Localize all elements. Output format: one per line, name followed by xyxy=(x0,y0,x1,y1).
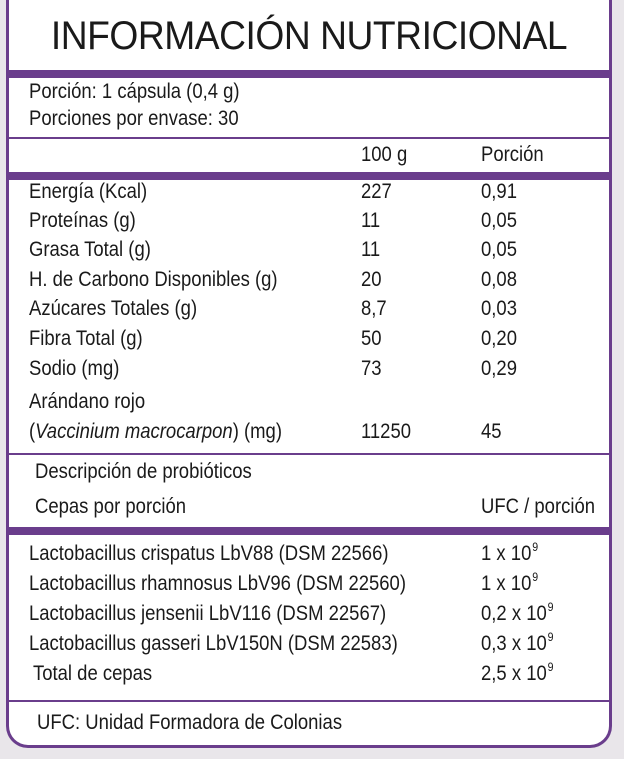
ufc-coef: 0,3 x 10 xyxy=(481,632,547,655)
nutrient-name: Sodio (mg) xyxy=(29,357,120,380)
cranberry-portion: 45 xyxy=(481,420,502,443)
divider xyxy=(9,700,609,702)
ufc-coef: 2,5 x 10 xyxy=(481,662,547,685)
nutrient-name: Fibra Total (g) xyxy=(29,327,143,350)
divider xyxy=(9,70,609,78)
nutrient-portion: 0,05 xyxy=(481,209,517,232)
strain-ufc: 0,3 x 109 xyxy=(481,630,554,656)
probiotics-heading: Descripción de probióticos xyxy=(35,460,252,483)
divider xyxy=(9,453,609,455)
ufc-coef: 1 x 10 xyxy=(481,572,532,595)
ufc-exponent: 9 xyxy=(547,600,554,614)
servings-label: Porciones por envase: xyxy=(29,107,213,130)
nutrient-portion: 0,20 xyxy=(481,327,517,350)
nutrient-per100: 50 xyxy=(361,327,382,350)
cranberry-label: Arándano rojo xyxy=(29,390,146,413)
strain-name: Lactobacillus gasseri LbV150N (DSM 22583… xyxy=(29,632,398,655)
cranberry-species: (Vaccinium macrocarpon) (mg) xyxy=(29,420,282,444)
nutrient-portion: 0,08 xyxy=(481,268,517,291)
strain-ufc: 0,2 x 109 xyxy=(481,600,554,626)
ufc-exponent: 9 xyxy=(532,540,539,554)
ufc-exponent: 9 xyxy=(547,630,554,644)
ufc-exponent: 9 xyxy=(532,570,539,584)
ufc-label: UFC / porción xyxy=(481,495,596,518)
strains-label: Cepas por porción xyxy=(35,495,187,518)
nutrient-portion: 0,05 xyxy=(481,238,517,261)
nutrient-per100: 20 xyxy=(361,268,382,291)
nutrient-per100: 11 xyxy=(361,238,381,261)
nutrient-name: H. de Carbono Disponibles (g) xyxy=(29,268,278,291)
nutrient-portion: 0,03 xyxy=(481,297,517,320)
strain-name: Lactobacillus crispatus LbV88 (DSM 22566… xyxy=(29,542,389,565)
strain-name: Lactobacillus rhamnosus LbV96 (DSM 22560… xyxy=(29,572,406,595)
divider xyxy=(9,527,609,535)
strain-ufc: 1 x 109 xyxy=(481,570,539,596)
nutrient-per100: 227 xyxy=(361,180,392,203)
nutrient-per100: 11 xyxy=(361,209,381,232)
paren-open: ( xyxy=(29,420,36,443)
nutrient-name: Azúcares Totales (g) xyxy=(29,297,198,320)
ufc-coef: 0,2 x 10 xyxy=(481,602,547,625)
nutrient-per100: 8,7 xyxy=(361,297,387,320)
divider xyxy=(9,172,609,180)
total-strains-ufc: 2,5 x 109 xyxy=(481,660,554,686)
species-name: Vaccinium macrocarpon xyxy=(35,420,233,443)
nutrient-name: Energía (Kcal) xyxy=(29,180,148,203)
footnote: UFC: Unidad Formadora de Colonias xyxy=(37,711,343,734)
servings-value: 30 xyxy=(218,107,239,130)
nutrient-per100: 73 xyxy=(361,357,382,380)
page-title: INFORMACIÓN NUTRICIONAL xyxy=(50,14,568,58)
divider xyxy=(9,137,609,139)
cranberry-per100: 11250 xyxy=(361,420,412,443)
nutrient-name: Grasa Total (g) xyxy=(29,238,151,261)
nutrition-panel: INFORMACIÓN NUTRICIONAL Porción: 1 cápsu… xyxy=(6,0,612,748)
serving-size: Porción: 1 cápsula (0,4 g) xyxy=(29,80,240,103)
strain-ufc: 1 x 109 xyxy=(481,540,539,566)
unit-suffix: ) (mg) xyxy=(232,420,282,443)
column-header-portion: Porción xyxy=(481,143,544,166)
total-strains-label: Total de cepas xyxy=(33,662,153,685)
column-header-100g: 100 g xyxy=(361,143,408,166)
nutrient-portion: 0,91 xyxy=(481,180,517,203)
nutrient-portion: 0,29 xyxy=(481,357,517,380)
nutrient-name: Proteínas (g) xyxy=(29,209,136,232)
ufc-coef: 1 x 10 xyxy=(481,542,532,565)
ufc-exponent: 9 xyxy=(547,660,554,674)
strain-name: Lactobacillus jensenii LbV116 (DSM 22567… xyxy=(29,602,387,625)
servings-per-container: Porciones por envase: 30 xyxy=(29,107,239,131)
